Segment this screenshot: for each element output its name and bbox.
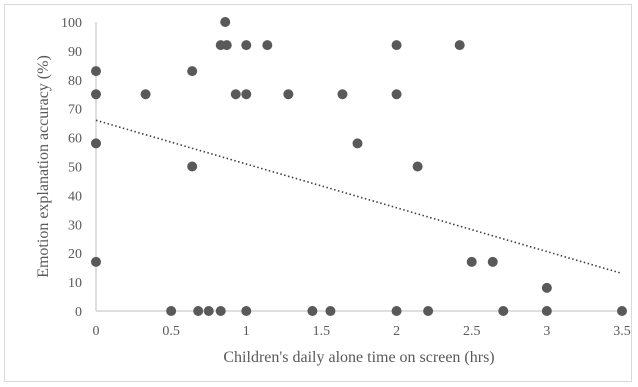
y-tick-label: 10 [68,276,82,291]
y-tick-label: 80 [68,74,82,89]
x-tick-label: 0 [93,324,100,339]
data-point [166,306,177,316]
data-point [412,161,423,172]
data-point [140,89,151,100]
data-point [541,306,552,316]
data-point [187,66,198,77]
data-point [617,306,627,316]
data-point [391,40,402,51]
data-point [498,306,509,316]
x-tick-label: 2.5 [463,324,481,339]
x-axis-title: Children's daily alone time on screen (h… [223,349,494,366]
data-point [215,306,226,316]
data-point [487,256,498,267]
data-point [352,138,363,149]
y-tick-label: 70 [68,103,82,118]
data-point [325,306,336,316]
y-tick-label: 20 [68,247,82,262]
y-tick-label: 40 [68,189,82,204]
data-point [541,282,552,293]
y-tick-label: 30 [68,218,82,233]
y-tick-label: 0 [75,305,82,320]
axes [95,22,622,312]
data-point [337,89,348,100]
trendline-group [95,119,623,275]
x-tick-label: 2 [393,324,400,339]
data-point [221,40,232,51]
y-tick-label: 90 [68,45,82,60]
data-point [391,89,402,100]
data-point [91,138,101,149]
x-tick-label: 0.5 [162,324,180,339]
trendline [95,119,623,275]
x-tick-label: 1 [243,324,250,339]
x-tick-label: 3.5 [613,324,631,339]
data-point [220,17,231,27]
data-point [391,306,402,316]
data-point [466,256,477,267]
tick-labels: 0 10 20 30 40 50 60 70 80 90 100 0 0.5 1 1.5 2 2.5 3 3.5 [61,16,631,339]
y-tick-label: 100 [61,16,82,31]
data-point [241,40,252,51]
data-point [91,256,101,267]
chart-frame [4,4,632,382]
x-tick-label: 1.5 [313,324,331,339]
y-tick-label: 50 [68,161,82,176]
data-point [91,89,101,100]
data-point [307,306,318,316]
y-axis-title: Emotion explanation accuracy (%) [35,55,52,278]
data-point [454,40,465,51]
data-point [262,40,273,51]
y-tick-label: 60 [68,132,82,147]
data-point [203,306,214,316]
data-point [193,306,204,316]
data-point [283,89,294,100]
data-point [230,89,241,100]
data-point [423,306,434,316]
data-point [241,89,252,100]
data-points [91,17,627,316]
data-point [187,161,198,172]
data-point [241,306,252,316]
x-tick-label: 3 [543,324,550,339]
data-point [91,66,101,77]
